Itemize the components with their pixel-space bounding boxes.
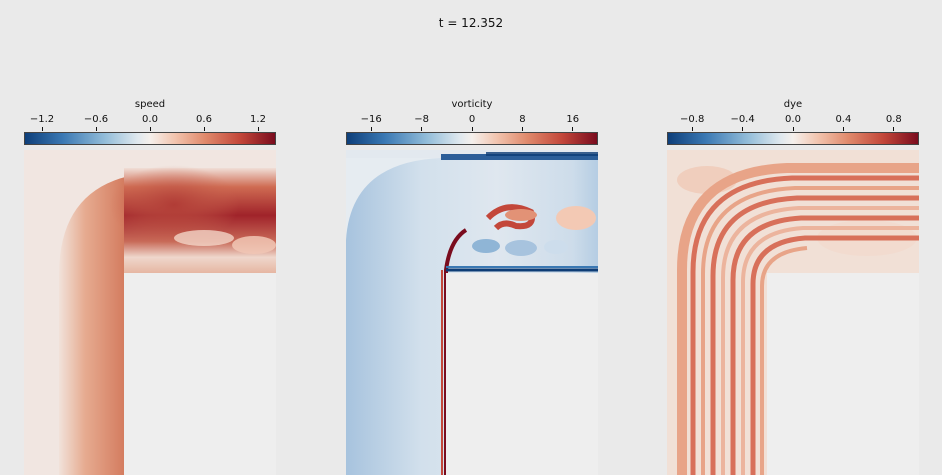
dye-tick-label: −0.4 — [730, 114, 755, 125]
vorticity-tick-mark — [521, 127, 523, 131]
speed-colorbar-label: speed — [134, 99, 166, 110]
speed-tick-label: 0.0 — [142, 114, 158, 125]
speed-tick-mark — [41, 127, 43, 131]
speed-tick-mark — [257, 127, 259, 131]
vorticity-colorbar-label: vorticity — [451, 99, 493, 110]
dye-colorbar — [667, 132, 919, 145]
dye-tick-label: −0.8 — [680, 114, 705, 125]
dye-tick-mark — [691, 127, 693, 131]
speed-tick-mark — [149, 127, 151, 131]
dye-tick-mark — [792, 127, 794, 131]
vorticity-tick-label: −8 — [414, 114, 429, 125]
vorticity-colorbar — [346, 132, 598, 145]
vorticity-tick-label: 0 — [468, 114, 476, 125]
dye-panel: dye −0.8 −0.4 0.0 0.4 0.8 — [667, 96, 919, 475]
plot-time-title: t = 12.352 — [438, 16, 504, 30]
speed-colorbar — [24, 132, 276, 145]
vorticity-field — [346, 150, 598, 475]
vorticity-tick-mark — [572, 127, 574, 131]
vorticity-tick-mark — [370, 127, 372, 131]
dye-colorbar-label: dye — [783, 99, 803, 110]
dye-tick-label: 0.0 — [785, 114, 801, 125]
speed-tick-label: 1.2 — [250, 114, 266, 125]
speed-tick-mark — [95, 127, 97, 131]
speed-tick-mark — [203, 127, 205, 131]
dye-tick-mark — [742, 127, 744, 131]
speed-field — [24, 150, 276, 475]
vorticity-tick-mark — [471, 127, 473, 131]
dye-tick-mark — [893, 127, 895, 131]
dye-tick-label: 0.4 — [835, 114, 852, 125]
dye-field — [667, 150, 919, 475]
speed-panel: speed −1.2 −0.6 0.0 0.6 1.2 — [24, 96, 276, 475]
vorticity-tick-mark — [421, 127, 423, 131]
vorticity-tick-label: 8 — [519, 114, 526, 125]
vorticity-tick-label: 16 — [566, 114, 580, 125]
dye-tick-mark — [842, 127, 844, 131]
dye-tick-label: 0.8 — [885, 114, 902, 125]
vorticity-panel: vorticity −16 −8 0 8 16 — [346, 96, 598, 475]
speed-tick-label: 0.6 — [196, 114, 212, 125]
speed-tick-label: −1.2 — [29, 114, 55, 125]
vorticity-tick-label: −16 — [360, 114, 382, 125]
speed-tick-label: −0.6 — [83, 114, 109, 125]
